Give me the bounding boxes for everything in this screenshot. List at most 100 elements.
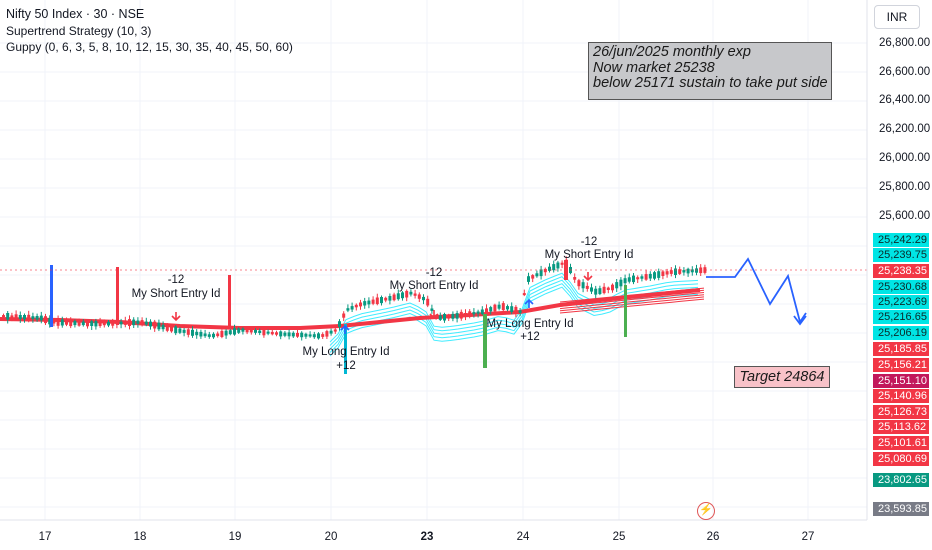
short-entry-label: My Short Entry Id xyxy=(544,249,634,261)
candle-body xyxy=(132,319,136,326)
candle-body xyxy=(590,287,593,292)
candle-body xyxy=(539,269,543,277)
candle-body xyxy=(333,329,337,332)
candle-body xyxy=(35,316,39,320)
candle-body xyxy=(522,293,526,296)
candle-body xyxy=(380,297,383,304)
candle-body xyxy=(157,322,161,330)
candle-body xyxy=(153,321,157,329)
candle-body xyxy=(695,268,698,273)
long-entry-qty: +12 xyxy=(336,360,356,372)
candle-body xyxy=(233,328,236,335)
candle-body xyxy=(6,313,10,320)
candle-body xyxy=(18,315,22,319)
guppy-slow-ribbon xyxy=(559,296,705,312)
guppy-slow-ribbon xyxy=(559,294,705,310)
candle-body xyxy=(287,332,291,337)
price-label: 25,113.62 xyxy=(873,420,929,434)
candle-body xyxy=(165,325,169,331)
candle-body xyxy=(447,314,451,319)
candle-body xyxy=(350,306,354,310)
symbol-title[interactable]: Nifty 50 Index · 30 · NSE xyxy=(6,7,145,21)
time-tick: 23 xyxy=(420,531,434,543)
long-arrow-icon xyxy=(524,298,534,308)
candle-body xyxy=(560,262,564,265)
candle-body xyxy=(678,269,682,274)
short-entry-qty: -12 xyxy=(425,267,443,279)
candle-body xyxy=(485,308,488,313)
candle-body xyxy=(510,306,514,312)
candle-body xyxy=(270,331,274,335)
price-label: 25,206.19 xyxy=(873,326,929,340)
candle-body xyxy=(258,330,262,333)
target-note[interactable]: Target 24864 xyxy=(734,366,830,388)
candle-body xyxy=(182,329,186,333)
candle-body xyxy=(2,315,5,318)
note-line: below 25171 sustain to take put side xyxy=(593,75,828,91)
candle-body xyxy=(615,282,619,289)
candle-body xyxy=(346,308,350,311)
guppy-fast-ribbon xyxy=(329,272,699,343)
candle-body xyxy=(123,320,127,325)
price-label: 25,126.73 xyxy=(873,405,929,419)
price-tick: 26,400.00 xyxy=(879,94,931,106)
signal-markers xyxy=(0,260,867,374)
candle-body xyxy=(653,272,656,279)
guppy-legend[interactable]: Guppy (0, 6, 3, 5, 8, 10, 12, 15, 30, 35… xyxy=(6,40,293,54)
candle-body xyxy=(468,311,472,317)
candle-body xyxy=(111,321,115,326)
lightning-icon[interactable]: ⚡ xyxy=(697,502,715,520)
short-entry-label: My Short Entry Id xyxy=(389,280,479,292)
candle-body xyxy=(279,331,283,337)
candle-body xyxy=(102,322,106,326)
candle-body xyxy=(254,330,257,333)
candle-body xyxy=(430,308,434,311)
candle-body xyxy=(455,313,459,319)
candle-body xyxy=(48,318,52,325)
candle-body xyxy=(77,320,81,326)
candle-body xyxy=(308,334,312,337)
candle-body xyxy=(329,330,333,334)
candle-body xyxy=(325,331,329,337)
candle-body xyxy=(636,277,640,280)
currency-button[interactable]: INR xyxy=(874,5,920,29)
long-entry-qty: +12 xyxy=(520,331,540,343)
candle-body xyxy=(413,293,417,296)
short-arrow-icon xyxy=(171,312,181,322)
candle-body xyxy=(73,320,77,326)
candle-body xyxy=(207,334,211,337)
supertrend-line xyxy=(0,288,701,330)
price-tick: 26,000.00 xyxy=(879,152,931,164)
candle-body xyxy=(497,304,501,309)
chart-grid xyxy=(0,0,867,520)
price-tick: 25,600.00 xyxy=(879,210,931,222)
candle-body xyxy=(90,321,94,326)
candle-body xyxy=(52,320,56,324)
candle-body xyxy=(627,277,631,282)
candle-body xyxy=(690,269,694,273)
signal-bar xyxy=(50,265,53,327)
candle-body xyxy=(149,321,152,327)
candle-body xyxy=(283,332,287,336)
time-tick: 20 xyxy=(324,531,338,543)
candle-body xyxy=(577,280,581,287)
candle-body xyxy=(317,333,320,339)
candle-body xyxy=(472,312,476,315)
candle-body xyxy=(304,333,308,337)
candle-body xyxy=(686,268,690,274)
candlesticks xyxy=(2,256,707,341)
supertrend-legend[interactable]: Supertrend Strategy (10, 3) xyxy=(6,24,152,38)
short-arrow-icon xyxy=(583,272,593,282)
monthly-expiry-note[interactable]: 26/jun/2025 monthly exp Now market 25238… xyxy=(588,42,832,100)
candle-body xyxy=(518,310,522,313)
candle-body xyxy=(623,278,627,284)
candle-body xyxy=(632,275,635,283)
candle-body xyxy=(585,285,589,289)
candle-body xyxy=(443,314,446,321)
candle-body xyxy=(291,332,295,337)
candle-body xyxy=(665,271,669,275)
candle-body xyxy=(598,288,602,294)
candle-body xyxy=(401,292,404,299)
candle-body xyxy=(669,270,673,274)
